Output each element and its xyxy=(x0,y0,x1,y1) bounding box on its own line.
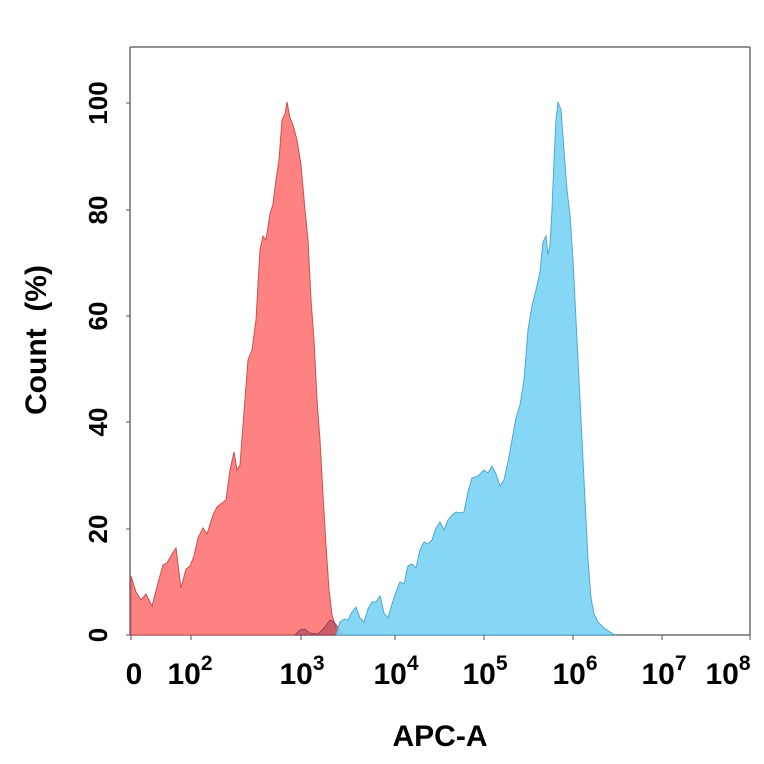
x-tick-label: 106 xyxy=(552,652,597,691)
y-tick-label: 0 xyxy=(83,628,113,642)
x-tick-label: 0 xyxy=(126,658,143,691)
y-tick-labels: 0 20 40 60 80 100 xyxy=(83,81,113,642)
x-tick-label: 104 xyxy=(373,652,418,691)
x-tick-labels: 0 102 103 104 105 106 107 108 xyxy=(126,652,751,691)
x-axis-title: APC-A xyxy=(393,720,488,753)
x-tick-label: 108 xyxy=(705,652,750,691)
series-target-area xyxy=(335,101,617,636)
y-tick-label: 20 xyxy=(83,515,113,544)
x-axis-ticks xyxy=(130,635,751,640)
x-tick-label: 102 xyxy=(167,652,212,691)
y-tick-label: 60 xyxy=(83,302,113,331)
x-tick-label: 103 xyxy=(279,652,324,691)
y-tick-label: 40 xyxy=(83,408,113,437)
y-tick-label: 80 xyxy=(83,196,113,225)
y-axis-ticks xyxy=(126,102,130,636)
series-negative-control-area xyxy=(130,101,347,636)
y-tick-label: 100 xyxy=(83,81,113,124)
y-axis-title: Count (%) xyxy=(20,265,53,415)
x-tick-label: 105 xyxy=(462,652,507,691)
x-tick-label: 107 xyxy=(641,652,686,691)
